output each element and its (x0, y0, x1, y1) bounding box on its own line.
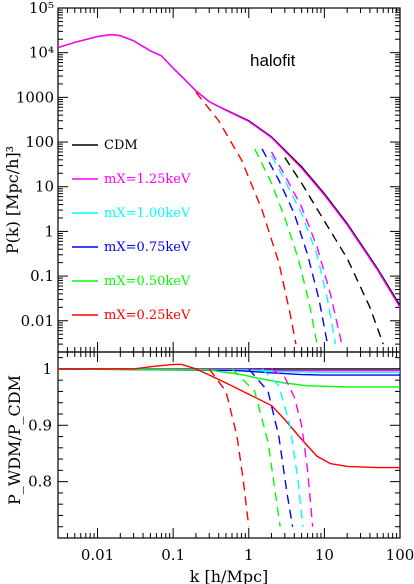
y-tick-label: 10 (35, 178, 54, 196)
y-tick-label: 0.1 (30, 267, 54, 285)
halofit-annotation: halofit (250, 51, 296, 70)
legend-label: mX=0.50keV (104, 274, 191, 289)
bottom-panel-frame (57, 351, 401, 539)
series-line-mx-1-25kev-linear (271, 368, 314, 527)
y2-tick-label: 0.8 (28, 473, 52, 491)
series-line-mx-1-25kev-linear (270, 151, 343, 345)
x-tick-label: 100 (386, 546, 414, 564)
y-tick-label: 100 (25, 133, 54, 151)
series-line-cdm-linear (284, 157, 384, 345)
top-y-axis-label: P(k) [Mpc/h]³ (3, 146, 22, 254)
series-line-mx-0-75kev-linear (248, 368, 294, 527)
series-line-mx-1-00kev-linear (261, 368, 304, 527)
y-tick-label: 1000 (16, 88, 54, 106)
y-tick-label: 10⁵ (29, 0, 54, 17)
legend-label: mX=0.75keV (104, 240, 191, 255)
legend-label: mX=1.25keV (104, 172, 191, 187)
y2-tick-label: 0.9 (28, 416, 52, 434)
y-tick-label: 1 (44, 222, 54, 240)
series-line-mx-0-75kev-linear (261, 148, 329, 345)
x-tick-label: 1 (244, 546, 254, 564)
bottom-y-axis-label: P_WDM/P_CDM (5, 375, 24, 505)
x-tick-label: 10 (315, 546, 334, 564)
series-line-mx-0-25kev-linear (195, 91, 297, 345)
series-line-mx-0-25kev (58, 363, 400, 469)
legend-label: CDM (104, 138, 138, 153)
series-line-cdm (58, 33, 400, 306)
x-axis-label: k [h/Mpc] (190, 567, 269, 584)
series-line-mx-1-25kev (58, 33, 400, 308)
series-line-mx-0-25kev-linear (208, 368, 250, 527)
series-line-mx-0-50kev-linear (231, 368, 281, 527)
x-tick-label: 0.01 (81, 546, 114, 564)
legend-label: mX=1.00keV (104, 206, 191, 221)
y-tick-label: 0.01 (21, 312, 54, 330)
y2-tick-label: 1 (42, 360, 52, 378)
x-tick-label: 0.1 (161, 546, 185, 564)
legend-label: mX=0.25keV (104, 308, 191, 323)
series-line-mx-0-50kev-linear (254, 148, 318, 345)
series-line-mx-1-00kev-linear (270, 155, 337, 345)
y-tick-label: 10⁴ (29, 44, 54, 62)
